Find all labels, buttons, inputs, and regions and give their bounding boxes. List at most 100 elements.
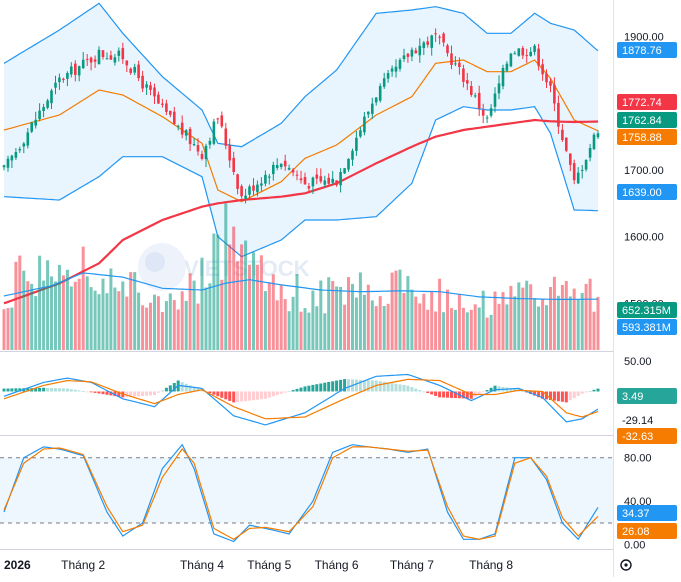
volume-bar — [493, 291, 497, 350]
candle — [327, 173, 330, 185]
candle — [264, 170, 267, 187]
candle — [497, 75, 501, 100]
volume-bar — [10, 307, 14, 350]
macd-histogram-bar — [267, 391, 271, 398]
volume-bar — [358, 272, 362, 350]
volume-bar — [422, 293, 426, 350]
volume-bar — [216, 234, 220, 350]
volume-bar — [430, 292, 434, 350]
x-tick-label: Tháng 2 — [61, 558, 105, 572]
volume-bar — [461, 307, 465, 350]
macd-histogram-bar — [113, 391, 117, 397]
candle — [553, 77, 556, 112]
candle — [275, 158, 279, 171]
candle — [192, 137, 196, 147]
x-tick-label: Tháng 8 — [469, 558, 513, 572]
candle — [10, 154, 14, 168]
macd-histogram-bar — [386, 382, 390, 392]
candle — [505, 61, 509, 73]
svg-text:1758.88: 1758.88 — [622, 132, 662, 144]
candle — [176, 124, 180, 131]
candle — [513, 51, 517, 55]
volume-bar — [382, 306, 386, 350]
volume-panel[interactable] — [2, 203, 600, 350]
macd-histogram-bar — [398, 384, 402, 392]
volume-bar — [588, 278, 592, 350]
candle — [299, 170, 303, 184]
volume-bar — [172, 300, 176, 350]
macd-histogram-bar — [137, 391, 141, 397]
volume-bar — [545, 305, 548, 350]
macd-histogram-bar — [382, 381, 386, 392]
candle — [268, 173, 271, 185]
volume-bar — [366, 284, 370, 350]
candle — [109, 50, 113, 60]
macd-histogram-bar — [101, 391, 105, 395]
candle — [323, 175, 327, 188]
value-tag: -32.63 — [617, 428, 677, 444]
volume-bar — [236, 261, 240, 350]
volume-bar — [42, 280, 46, 350]
candle — [89, 56, 93, 71]
candle — [367, 111, 370, 118]
macd-histogram-bar — [323, 382, 327, 392]
candle — [101, 50, 105, 60]
volume-bar — [113, 287, 117, 350]
macd-histogram-bar — [541, 391, 545, 399]
macd-histogram-bar — [125, 391, 129, 398]
volume-bar — [576, 299, 580, 350]
volume-bar — [378, 296, 382, 350]
volume-bar — [572, 288, 576, 350]
volume-bar — [168, 293, 172, 350]
macd-histogram-bar — [73, 389, 77, 392]
volume-bar — [65, 269, 69, 350]
macd-histogram-bar — [212, 391, 216, 395]
candle — [473, 92, 477, 98]
volume-bar — [533, 298, 537, 350]
macd-histogram-bar — [42, 387, 46, 392]
volume-bar — [196, 303, 200, 350]
macd-histogram-bar — [489, 387, 493, 392]
candle — [592, 132, 596, 150]
price-tick-label: 1900.00 — [624, 32, 664, 44]
macd-histogram-bar — [568, 391, 572, 401]
macd-histogram-bar — [450, 391, 453, 398]
candle — [406, 52, 410, 63]
volume-bar — [295, 274, 299, 350]
candle — [446, 43, 449, 57]
volume-bar — [232, 226, 236, 350]
volume-bar — [252, 252, 255, 350]
volume-bar — [54, 281, 57, 350]
volume-bar — [541, 299, 545, 350]
volume-bar — [156, 296, 160, 350]
macd-histogram-bar — [537, 391, 541, 398]
x-axis: 2026 Tháng 2 Tháng 4 Tháng 5 Tháng 6 Tháng 7 T… — [4, 558, 513, 572]
volume-bar — [465, 312, 469, 350]
svg-text:-32.63: -32.63 — [622, 431, 653, 443]
volume-bar — [549, 287, 552, 350]
macd-histogram-bar — [141, 391, 145, 396]
svg-text:1878.76: 1878.76 — [622, 45, 662, 57]
candle — [438, 34, 441, 45]
candle — [54, 75, 57, 95]
candle — [402, 48, 406, 62]
candle — [22, 142, 26, 154]
macd-histogram-bar — [339, 379, 343, 392]
settings-gear-icon[interactable] — [620, 559, 632, 571]
volume-bar — [14, 261, 18, 350]
macd-histogram-bar — [453, 391, 457, 399]
volume-bar — [362, 294, 366, 350]
volume-bar — [129, 272, 133, 350]
volume-bar — [354, 297, 358, 350]
macd-panel[interactable]: 50.00 — [2, 356, 652, 426]
volume-bar — [374, 306, 378, 350]
volume-bar — [450, 308, 453, 350]
volume-bar — [485, 317, 489, 350]
volume-bar — [414, 296, 418, 350]
volume-bar — [117, 291, 121, 350]
svg-text:593.381M: 593.381M — [622, 322, 671, 334]
